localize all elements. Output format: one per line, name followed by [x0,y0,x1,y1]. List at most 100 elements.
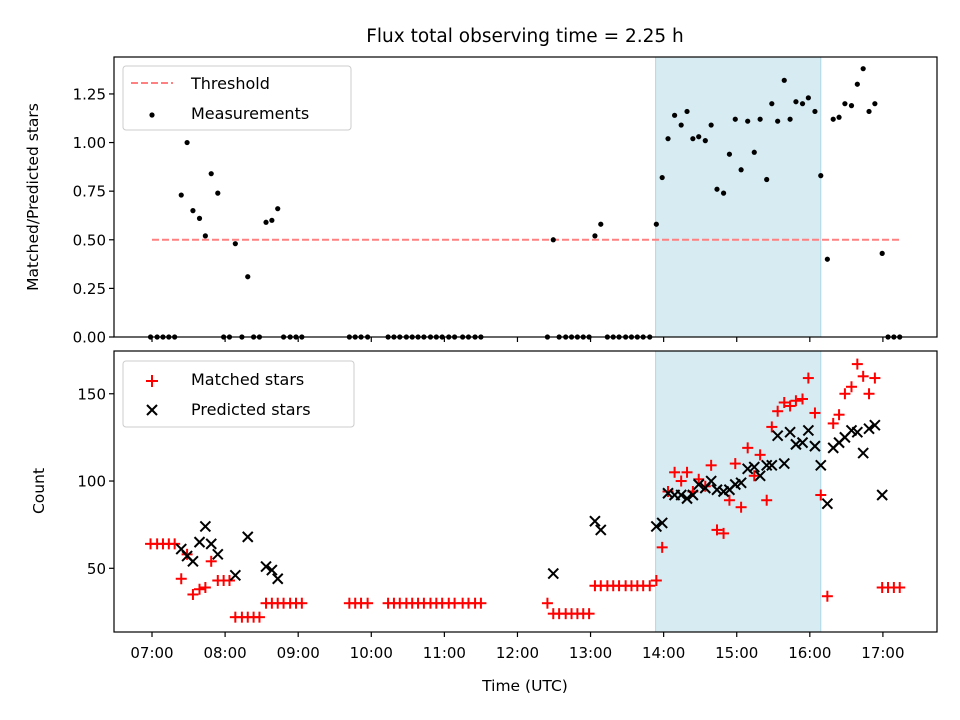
measurement-point [872,101,878,107]
observing-span-bottom [655,350,822,633]
y-tick-label: 0.50 [73,231,106,249]
count-panel: 50 100 150 07:00 08:00 09:00 10:00 11:00 12:00 1… [30,350,938,695]
matched-star-point [729,458,741,470]
matched-star-point [869,372,881,384]
matched-star-point [761,494,773,506]
matched-star-point [735,501,747,513]
predicted-star-point [705,475,717,487]
shaded-span [655,350,822,633]
measurement-point [690,136,696,142]
matched-star-point [784,400,796,412]
y-tick-label: 0.00 [73,329,106,347]
y-tick-label: 0.25 [73,280,106,298]
measurement-point [805,95,811,101]
predicted-star-point [687,489,699,501]
measurement-point [702,138,708,144]
x-tick-label: 15:00 [715,644,758,662]
shaded-span [655,56,822,338]
y-tick-label: 150 [77,385,106,403]
predicted-star-point [193,536,206,548]
matched-star-point [790,395,802,407]
measurement-point [245,274,251,280]
x-tick-label: 10:00 [350,644,393,662]
x-tick-label: 07:00 [130,644,173,662]
predicted-star-point [589,515,601,527]
measurement-point [720,190,727,196]
x-tick-label: 11:00 [423,644,466,662]
matched-star-point [742,442,754,454]
matched-star-point [205,555,217,567]
measurement-point [824,256,830,262]
matched-star-point [809,407,821,419]
measurement-point [781,77,787,83]
measurement-point [830,116,836,122]
y-tick-label: 100 [77,473,106,491]
predicted-star-point [662,487,674,499]
predicted-star-point [778,457,790,470]
predicted-star-point [863,422,875,435]
matched-star-point [772,405,784,417]
matched-star-point [175,573,187,585]
measurement-point [269,217,275,223]
matched-star-point [681,466,693,478]
predicted-star-point [693,478,705,491]
measurement-point [592,233,598,239]
measurement-point [215,190,221,196]
predicted-star-point [681,492,693,505]
x-tick-label: 17:00 [861,644,904,662]
matched-star-point [169,538,181,550]
matched-star-point [644,580,656,592]
matched-star-point [827,417,839,429]
legend-measurement-swatch [149,112,155,118]
matched-star-point [845,381,857,393]
chart-title: Flux total observing time = 2.25 h [366,26,684,47]
measurement-point [708,122,714,128]
matched-star-point [815,489,827,501]
measurement-point [860,66,866,72]
legend-matched-label: Matched stars [191,370,304,389]
predicted-star-point [242,531,254,543]
matched-star-point [894,581,906,593]
predicted-star-point [187,555,199,568]
predicted-star-point [266,564,278,576]
measurement-point [745,118,751,124]
observing-span-top [655,56,822,338]
matched-star-point [851,358,863,370]
measurement-point [190,208,196,214]
matched-stars-points [145,358,906,623]
measurement-point [598,221,604,227]
matched-star-point [656,541,668,553]
predicted-star-point [790,438,802,451]
measurement-point [659,174,665,181]
x-tick-label: 14:00 [642,644,685,662]
predicted-star-point [796,436,809,449]
measurement-point [665,136,671,142]
matched-star-point [754,449,766,461]
matched-star-point [857,370,869,382]
measurement-point [684,108,690,115]
matched-star-point [839,388,851,400]
matched-star-point [650,575,662,587]
y-tick-label: 1.25 [73,85,106,103]
top-x-ticks [151,337,884,342]
top-y-ticks: 0.00 0.25 0.50 0.75 1.00 1.25 [73,85,114,347]
legend-threshold-label: Threshold [190,74,270,93]
measurement-point [793,99,799,105]
matched-star-point [475,597,487,609]
legend-measurements-label: Measurements [191,104,309,123]
predicted-star-point [675,489,687,501]
legend-matched-swatch [146,375,158,387]
x-tick-label: 12:00 [496,644,539,662]
predicted-star-point [212,548,224,561]
x-tick-label: 16:00 [788,644,831,662]
measurement-point [678,122,684,128]
measurement-point [787,116,793,122]
bottom-axes-frame [113,350,938,633]
matched-star-point [748,470,760,482]
matched-star-point [778,396,790,408]
measurement-point [738,167,744,173]
ratio-panel: 0.00 0.25 0.50 0.75 1.00 1.25 Matched/Predict… [24,56,938,347]
predicted-star-point [547,567,559,580]
matched-star-point [718,527,730,539]
predicted-star-point [760,459,773,472]
